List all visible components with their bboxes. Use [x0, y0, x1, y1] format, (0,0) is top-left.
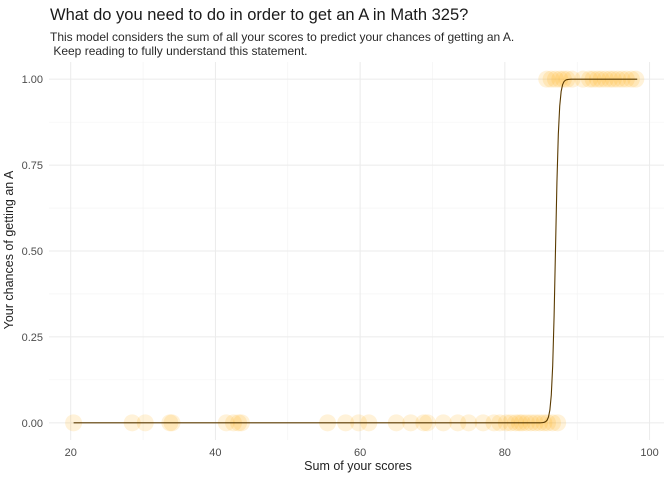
y-tick-label: 0.25	[22, 332, 43, 344]
data-point	[554, 70, 572, 88]
data-point	[538, 70, 556, 88]
x-tick-label: 100	[640, 447, 658, 459]
data-point	[549, 414, 567, 432]
y-axis-title: Your chances of getting an A	[2, 170, 16, 329]
major-gridlines	[49, 62, 664, 440]
data-point	[546, 70, 564, 88]
y-tick-labels: 0.00 0.25 0.50 0.75 1.00	[22, 74, 43, 430]
x-axis-title: Sum of your scores	[304, 459, 412, 473]
y-tick-label: 1.00	[22, 74, 43, 86]
chart-title: What do you need to do in order to get a…	[50, 6, 469, 24]
y-tick-label: 0.50	[22, 246, 43, 258]
logistic-curve-layer	[73, 78, 638, 424]
chart-subtitle: This model considers the sum of all your…	[50, 30, 514, 58]
x-tick-label: 80	[499, 447, 511, 459]
logistic-curve	[73, 78, 638, 424]
data-point	[542, 70, 560, 88]
x-tick-labels: 20 40 60 80 100	[65, 447, 659, 459]
data-point	[539, 414, 557, 432]
x-tick-label: 20	[65, 447, 77, 459]
x-tick-label: 60	[354, 447, 366, 459]
subtitle-line-2: Keep reading to fully understand this st…	[50, 44, 308, 58]
y-tick-label: 0.00	[22, 418, 43, 430]
x-tick-label: 40	[209, 447, 221, 459]
subtitle-line-1: This model considers the sum of all your…	[50, 30, 515, 44]
data-point	[551, 70, 569, 88]
y-tick-label: 0.75	[22, 160, 43, 172]
